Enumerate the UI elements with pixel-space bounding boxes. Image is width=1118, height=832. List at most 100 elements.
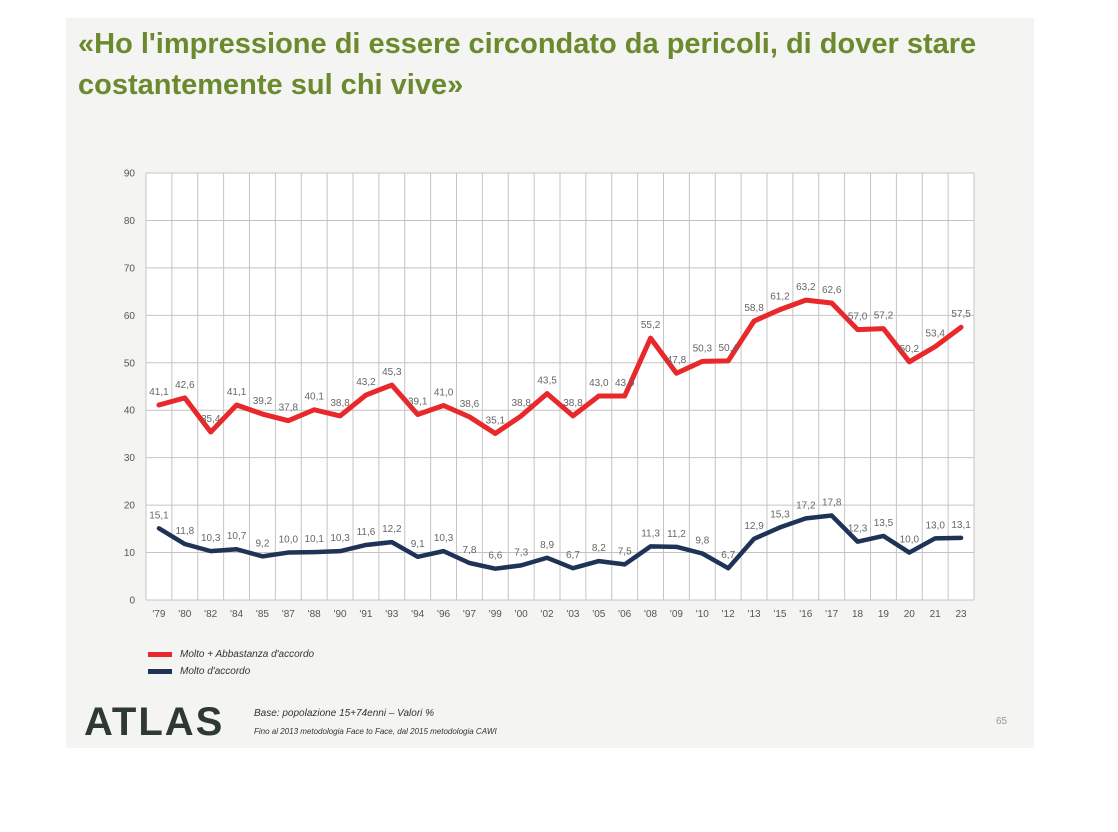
data-label: 10,7 (227, 531, 247, 542)
data-label: 6,7 (721, 550, 735, 561)
y-tick-label: 10 (124, 548, 136, 559)
y-tick-label: 30 (124, 453, 136, 464)
data-label: 38,6 (460, 399, 480, 410)
x-tick-label: 18 (852, 609, 864, 620)
data-label: 11,2 (667, 529, 686, 540)
data-label: 45,3 (382, 367, 402, 378)
x-tick-label: 23 (956, 609, 968, 620)
legend-label-total: Molto + Abbastanza d'accordo (180, 649, 315, 660)
data-label: 41,1 (149, 387, 169, 398)
x-tick-label: '02 (541, 609, 554, 620)
legend-label-molto: Molto d'accordo (180, 666, 251, 677)
slide-title: «Ho l'impressione di essere circondato d… (78, 28, 977, 101)
data-label: 43,0 (615, 378, 635, 389)
data-label: 50,2 (900, 344, 920, 355)
y-tick-label: 90 (124, 169, 136, 180)
x-tick-label: '82 (204, 609, 217, 620)
data-label: 15,1 (149, 510, 169, 521)
x-tick-label: '10 (696, 609, 709, 620)
x-tick-label: '99 (489, 609, 502, 620)
data-label: 61,2 (770, 292, 790, 303)
data-label: 10,0 (900, 535, 920, 546)
data-label: 9,1 (411, 539, 425, 550)
data-label: 10,1 (304, 534, 324, 545)
data-label: 38,8 (511, 398, 531, 409)
data-label: 9,2 (255, 538, 269, 549)
data-label: 35,4 (201, 414, 221, 425)
data-label: 35,1 (486, 415, 506, 426)
data-label: 57,2 (874, 311, 894, 322)
x-tick-label: '05 (592, 609, 605, 620)
x-tick-label: '96 (437, 609, 450, 620)
x-tick-label: '17 (825, 609, 838, 620)
data-label: 43,5 (537, 376, 557, 387)
data-label: 17,8 (822, 498, 842, 509)
x-tick-label: '12 (722, 609, 735, 620)
data-label: 7,3 (514, 547, 528, 558)
method-note: Fino al 2013 metodologia Face to Face, d… (254, 727, 497, 736)
series-line-molto-abbastanza (156, 297, 964, 436)
legend-item-molto: Molto d'accordo (148, 663, 314, 680)
data-label: 57,0 (848, 312, 868, 323)
data-label: 43,2 (356, 377, 376, 388)
data-label: 11,3 (641, 528, 660, 539)
data-label: 38,8 (563, 398, 583, 409)
footnote: Base: popolazione 15+74enni – Valori % F… (254, 705, 497, 741)
x-tick-label: '84 (230, 609, 243, 620)
data-label: 50,3 (693, 343, 713, 354)
legend-swatch-navy (148, 669, 172, 674)
data-label: 42,6 (175, 380, 195, 391)
data-label: 13,1 (951, 520, 971, 531)
data-label: 47,8 (667, 355, 687, 366)
data-label: 62,6 (822, 285, 842, 296)
y-tick-label: 60 (124, 311, 136, 322)
x-tick-label: '16 (799, 609, 812, 620)
x-tick-label: '06 (618, 609, 631, 620)
y-tick-label: 20 (124, 501, 136, 512)
x-tick-label: '09 (670, 609, 683, 620)
data-label: 11,6 (357, 527, 376, 538)
data-label: 12,9 (744, 521, 764, 532)
x-tick-label: '88 (308, 609, 321, 620)
data-label: 6,6 (488, 551, 502, 562)
data-label: 10,3 (434, 533, 454, 544)
page-number: 65 (996, 716, 1008, 727)
data-label: 58,8 (744, 303, 764, 314)
x-tick-label: 19 (878, 609, 890, 620)
x-tick-label: 21 (930, 609, 942, 620)
data-label: 63,2 (796, 282, 816, 293)
data-label: 10,3 (201, 533, 221, 544)
data-label: 12,2 (382, 524, 402, 535)
x-tick-label: '87 (282, 609, 295, 620)
data-label: 41,1 (227, 387, 247, 398)
data-label: 17,2 (796, 500, 816, 511)
data-label: 43,0 (589, 378, 609, 389)
data-label: 7,5 (618, 546, 632, 557)
data-label: 39,2 (253, 396, 273, 407)
data-label: 40,1 (304, 392, 324, 403)
x-tick-label: '93 (385, 609, 398, 620)
x-tick-label: '13 (748, 609, 761, 620)
data-label: 39,1 (408, 396, 428, 407)
x-tick-label: '79 (152, 609, 165, 620)
x-tick-label: '85 (256, 609, 269, 620)
data-label: 55,2 (641, 320, 661, 331)
legend-swatch-red (148, 652, 172, 657)
data-label: 13,0 (925, 520, 945, 531)
data-label: 37,8 (279, 403, 299, 414)
y-tick-label: 50 (124, 358, 136, 369)
x-tick-label: '08 (644, 609, 657, 620)
x-tick-label: '00 (515, 609, 528, 620)
x-tick-label: '97 (463, 609, 476, 620)
y-tick-label: 80 (124, 216, 136, 227)
data-label: 15,3 (770, 509, 790, 520)
data-label: 6,7 (566, 550, 580, 561)
x-tick-label: '03 (566, 609, 579, 620)
x-tick-label: '91 (359, 609, 372, 620)
data-label: 57,5 (951, 309, 971, 320)
legend-item-total: Molto + Abbastanza d'accordo (148, 646, 314, 663)
data-label: 13,5 (874, 518, 894, 529)
base-note: Base: popolazione 15+74enni – Valori % (254, 708, 435, 719)
data-label: 8,9 (540, 540, 554, 551)
